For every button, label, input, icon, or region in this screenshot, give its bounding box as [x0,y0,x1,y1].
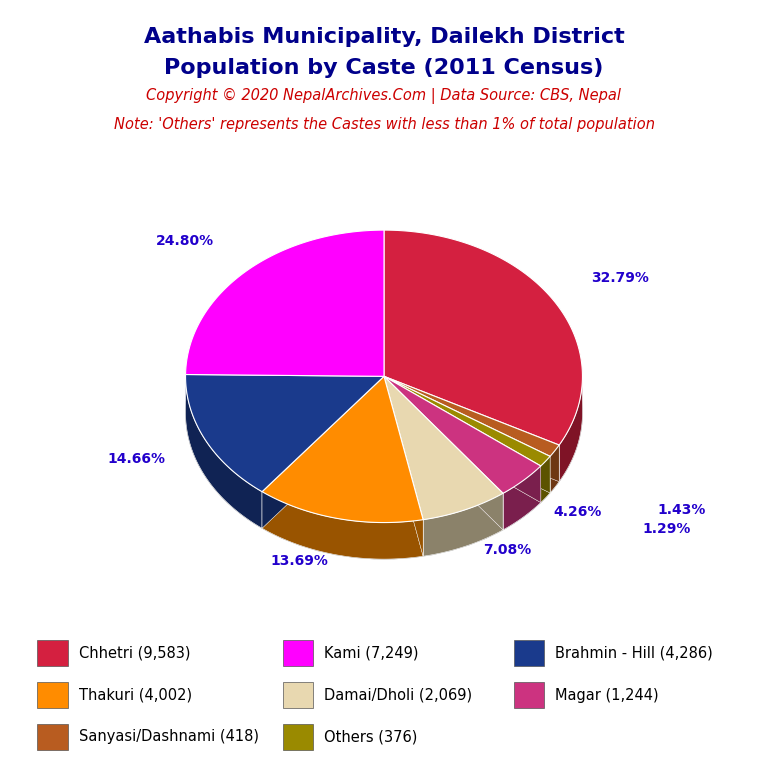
Polygon shape [186,230,384,376]
Text: Others (376): Others (376) [324,730,418,744]
Polygon shape [384,376,423,556]
Text: Sanyasi/Dashnami (418): Sanyasi/Dashnami (418) [78,730,259,744]
Text: 7.08%: 7.08% [483,543,531,557]
Text: Chhetri (9,583): Chhetri (9,583) [78,646,190,660]
Polygon shape [384,376,541,502]
Polygon shape [384,376,503,530]
Polygon shape [384,376,559,482]
Polygon shape [550,445,559,493]
Text: 24.80%: 24.80% [156,234,214,248]
Text: Kami (7,249): Kami (7,249) [324,646,419,660]
Text: Aathabis Municipality, Dailekh District: Aathabis Municipality, Dailekh District [144,27,624,47]
Polygon shape [186,377,262,528]
Text: 14.66%: 14.66% [108,452,166,465]
Polygon shape [384,230,582,445]
Text: Note: 'Others' represents the Castes with less than 1% of total population: Note: 'Others' represents the Castes wit… [114,117,654,132]
Polygon shape [384,376,541,493]
Bar [283,641,313,667]
Text: 32.79%: 32.79% [591,271,650,286]
Polygon shape [384,376,541,502]
Text: 1.29%: 1.29% [643,522,691,536]
Text: Population by Caste (2011 Census): Population by Caste (2011 Census) [164,58,604,78]
Bar [38,682,68,708]
Text: 4.26%: 4.26% [554,505,602,519]
Polygon shape [503,466,541,530]
Polygon shape [262,492,423,559]
Polygon shape [186,375,384,492]
Bar [283,682,313,708]
Polygon shape [384,376,503,530]
Text: 1.43%: 1.43% [657,503,706,518]
Text: Magar (1,244): Magar (1,244) [555,687,659,703]
Polygon shape [541,456,550,502]
Polygon shape [384,376,559,482]
Bar [514,641,545,667]
Text: 13.69%: 13.69% [270,554,329,568]
Bar [514,682,545,708]
Polygon shape [262,376,384,528]
Bar [283,723,313,750]
Polygon shape [384,376,550,493]
Polygon shape [262,376,423,522]
Polygon shape [384,376,559,456]
Polygon shape [423,493,503,556]
Polygon shape [384,376,550,466]
Text: Copyright © 2020 NepalArchives.Com | Data Source: CBS, Nepal: Copyright © 2020 NepalArchives.Com | Dat… [147,88,621,104]
Text: Brahmin - Hill (4,286): Brahmin - Hill (4,286) [555,646,713,660]
Polygon shape [262,376,384,528]
Polygon shape [384,376,423,556]
Text: Damai/Dholi (2,069): Damai/Dholi (2,069) [324,687,472,703]
Bar [38,723,68,750]
Polygon shape [559,378,582,482]
Polygon shape [384,376,503,520]
Polygon shape [384,376,550,493]
Text: Thakuri (4,002): Thakuri (4,002) [78,687,192,703]
Bar [38,641,68,667]
Ellipse shape [186,266,582,559]
